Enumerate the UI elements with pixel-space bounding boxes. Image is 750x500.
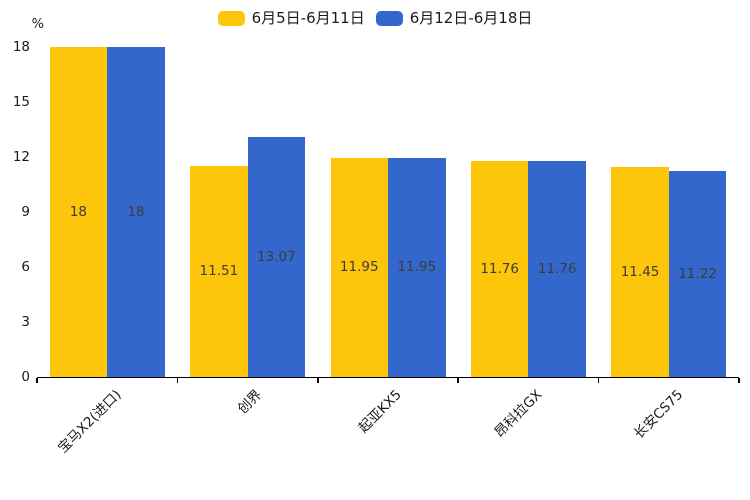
plot-area: 18 18 11.51 13.07 11.95 11.95 11.76 11.76 11.45 1… (37, 47, 739, 377)
bar: 11.76 (470, 161, 529, 377)
legend-swatch-week2 (375, 10, 403, 26)
x-category-label: 创界 (234, 386, 265, 418)
bar: 11.76 (528, 161, 586, 377)
legend-label-week2: 6月12日-6月18日 (409, 9, 533, 27)
x-tick-mark (597, 378, 600, 383)
bar-value-label: 18 (127, 204, 145, 220)
bar-value-label: 11.45 (620, 264, 660, 281)
bar-value-label: 11.76 (480, 261, 519, 278)
y-tick-label: 18 (12, 39, 30, 55)
bar: 11.45 (611, 167, 669, 377)
x-category-label: 起亚KX5 (355, 386, 406, 437)
legend-item-week1: 6月5日-6月11日 (217, 8, 365, 28)
bar-value-label: 11.22 (678, 266, 717, 283)
bar: 11.95 (388, 157, 446, 377)
bar: 18 (107, 47, 165, 377)
x-category-label: 宝马X2(进口) (54, 386, 125, 457)
bar-value-label: 11.95 (339, 259, 379, 276)
legend: 6月5日-6月11日 6月12日-6月18日 (0, 8, 750, 28)
bar-value-label: 13.07 (257, 249, 296, 266)
y-tick-label: 0 (21, 369, 30, 385)
y-tick-label: 15 (12, 94, 30, 110)
legend-item-week2: 6月12日-6月18日 (375, 8, 533, 28)
bar: 11.95 (330, 157, 388, 377)
x-tick-mark (36, 378, 38, 383)
bar-value-label: 11.95 (397, 259, 437, 276)
bar: 11.22 (668, 171, 727, 377)
bar: 18 (49, 47, 108, 377)
y-tick-label: 3 (21, 314, 30, 330)
y-tick-label: 9 (21, 204, 30, 220)
y-tick-label: 6 (21, 259, 30, 275)
x-tick-mark (457, 378, 459, 383)
x-tick-mark (738, 378, 740, 383)
y-axis-unit-label: % (31, 17, 44, 32)
x-category-label: 昂科拉GX (491, 386, 546, 441)
x-tick-mark (176, 378, 179, 383)
bar-value-label: 11.76 (537, 261, 577, 278)
x-tick-mark (317, 378, 319, 383)
x-category-label: 长安CS75 (630, 386, 686, 443)
bar: 11.51 (190, 165, 248, 377)
bar-value-label: 18 (69, 204, 88, 220)
y-tick-label: 12 (12, 149, 30, 165)
legend-label-week1: 6月5日-6月11日 (251, 9, 365, 27)
bar: 13.07 (247, 137, 306, 377)
x-axis-line (37, 376, 739, 379)
legend-swatch-week1 (217, 10, 245, 26)
bar-value-label: 11.51 (199, 263, 239, 280)
